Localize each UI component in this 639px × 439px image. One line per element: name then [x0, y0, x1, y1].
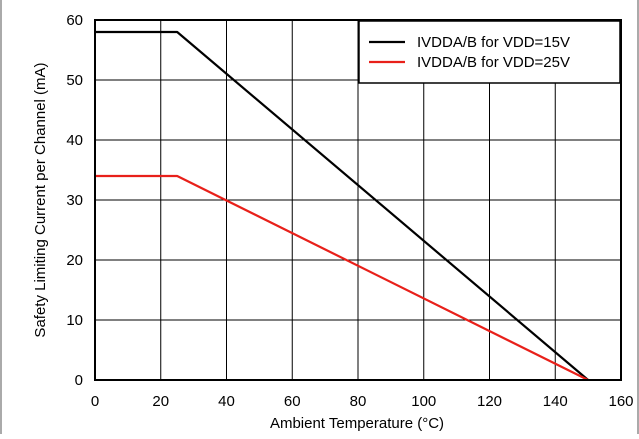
legend-label: IVDDA/B for VDD=25V [417, 54, 570, 71]
y-tick-label: 30 [66, 192, 83, 209]
legend-label: IVDDA/B for VDD=15V [417, 34, 570, 51]
x-tick-label: 0 [91, 393, 99, 410]
legend-box [358, 20, 621, 84]
y-tick-label: 20 [66, 252, 83, 269]
x-tick-label: 120 [477, 393, 502, 410]
x-axis-label: Ambient Temperature (°C) [270, 415, 444, 432]
y-tick-label: 50 [66, 72, 83, 89]
x-tick-label: 60 [284, 393, 301, 410]
y-tick-label: 60 [66, 12, 83, 29]
plot-area-border [94, 19, 622, 381]
y-axis-label: Safety Limiting Current per Channel (mA) [32, 62, 49, 337]
series-layer [95, 30, 589, 381]
x-tick-label: 100 [411, 393, 436, 410]
x-tick-label: 20 [152, 393, 169, 410]
x-tick-label: 80 [350, 393, 367, 410]
tick-labels: 0 20 40 60 80 100 120 140 160 0 10 20 30 40 50 60 [66, 12, 633, 410]
series-line-1 [95, 30, 589, 381]
legend: IVDDA/B for VDD=15V IVDDA/B for VDD=25V [358, 20, 621, 84]
y-tick-label: 0 [75, 372, 83, 389]
x-tick-label: 40 [218, 393, 235, 410]
frame-border-right [637, 0, 639, 434]
frame-border-left [0, 0, 2, 434]
y-tick-label: 40 [66, 132, 83, 149]
x-tick-label: 140 [543, 393, 568, 410]
x-tick-label: 160 [608, 393, 633, 410]
y-tick-label: 10 [66, 312, 83, 329]
series-line-2 [95, 174, 589, 381]
